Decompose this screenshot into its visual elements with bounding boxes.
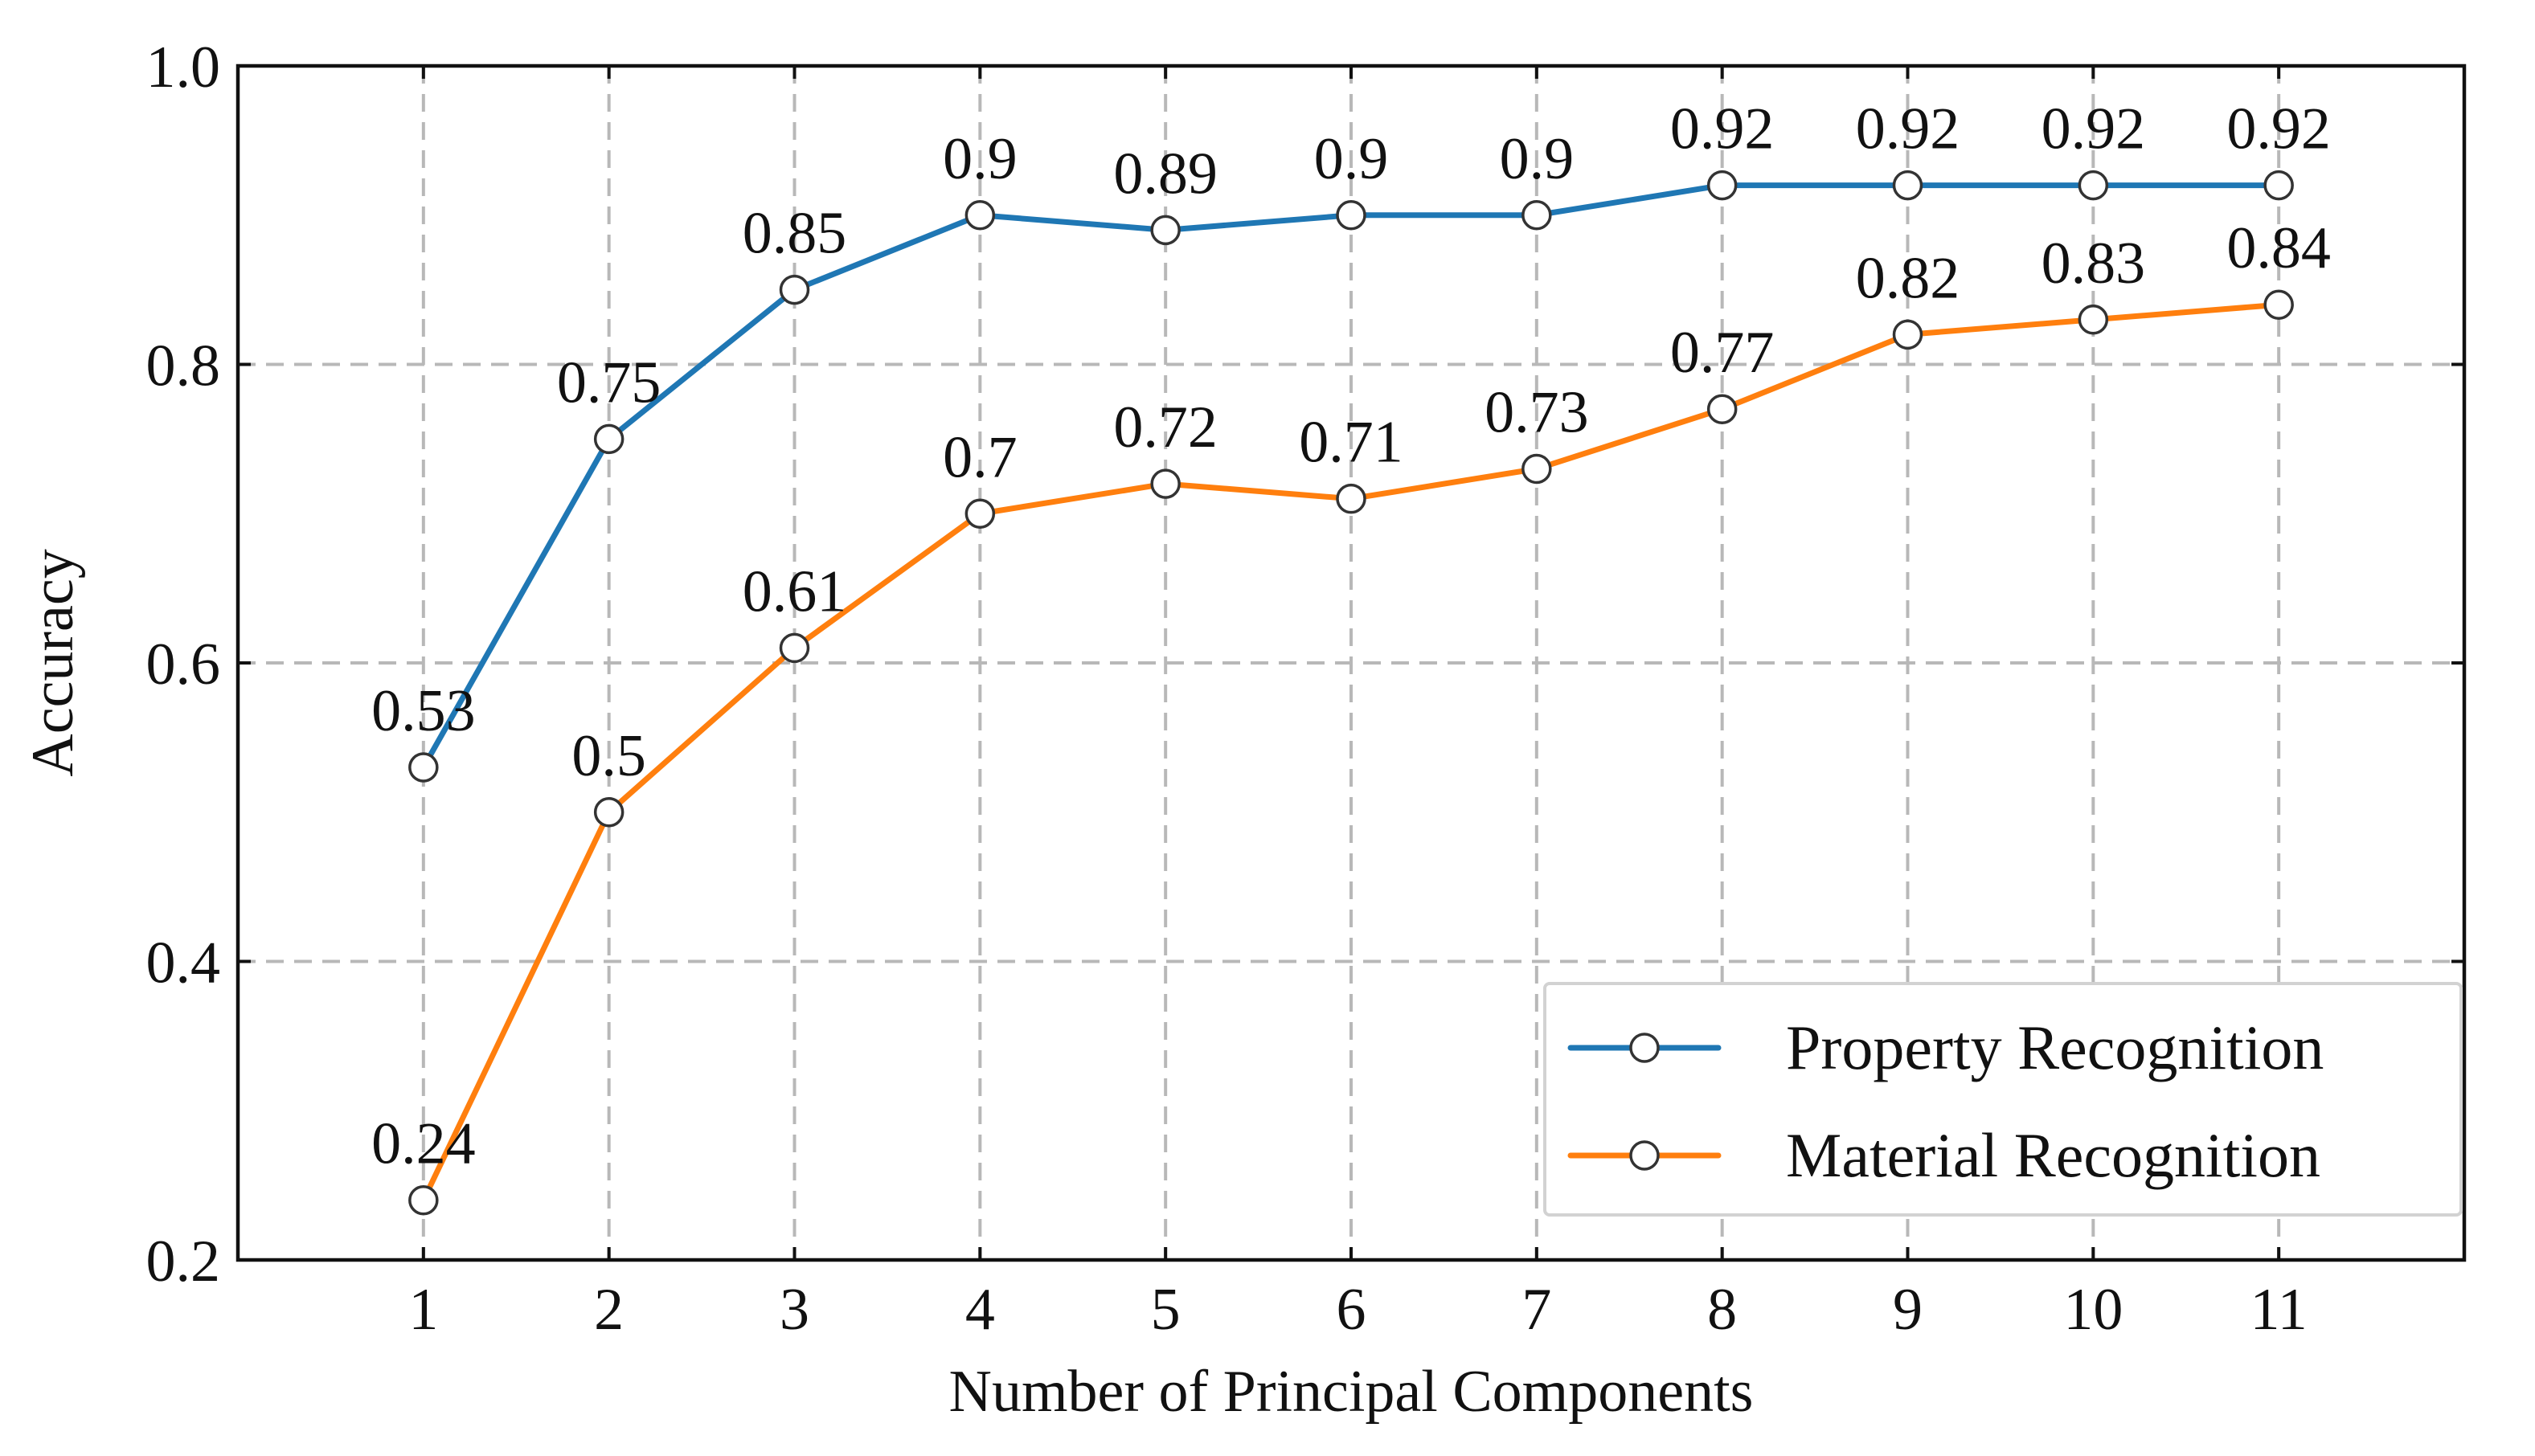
x-tick-label: 10	[2063, 1277, 2123, 1343]
data-label: 0.71	[1299, 410, 1403, 476]
data-label: 0.92	[1670, 96, 1775, 162]
y-tick-label: 0.2	[146, 1229, 221, 1294]
legend-marker	[1629, 1140, 1660, 1171]
x-tick-label: 3	[780, 1277, 809, 1343]
data-point	[964, 200, 996, 231]
data-point	[408, 1184, 439, 1216]
data-point	[1150, 215, 1181, 246]
x-tick-label: 9	[1893, 1277, 1923, 1343]
data-point	[1521, 200, 1552, 231]
data-label: 0.82	[1856, 245, 1960, 311]
data-label: 0.92	[2042, 96, 2146, 162]
data-label: 0.77	[1670, 320, 1775, 386]
legend-box	[1543, 982, 2463, 1217]
data-label: 0.92	[2226, 96, 2331, 162]
y-tick-label: 0.8	[146, 333, 221, 399]
data-label: 0.24	[371, 1111, 476, 1177]
data-label: 0.61	[743, 558, 847, 624]
x-tick-label: 5	[1151, 1277, 1181, 1343]
y-tick-label: 0.6	[146, 632, 221, 697]
data-label: 0.9	[1500, 126, 1575, 192]
grid	[238, 66, 2464, 1260]
data-label: 0.73	[1485, 380, 1589, 446]
axis-ticks: 1 2 3 4 5 6 7 8 9 10 11 0.2 0.4 0.6 0.8 1.0	[146, 35, 2464, 1343]
x-tick-label: 8	[1707, 1277, 1737, 1343]
data-point	[779, 274, 810, 305]
data-labels-layer: 0.53 0.75 0.85 0.9 0.89 0.9 0.9 0.92 0.92 0.92 0.9…	[371, 96, 2331, 1177]
data-label: 0.92	[1856, 96, 1960, 162]
data-label: 0.7	[943, 424, 1018, 490]
data-label: 0.83	[2042, 231, 2146, 297]
x-tick-label: 6	[1337, 1277, 1366, 1343]
x-tick-label: 7	[1521, 1277, 1551, 1343]
x-tick-label: 1	[408, 1277, 438, 1343]
data-point	[1892, 319, 1923, 350]
y-tick-label: 0.4	[146, 930, 221, 996]
data-point	[1336, 200, 1366, 231]
legend-marker	[1629, 1033, 1660, 1063]
data-label: 0.53	[371, 678, 476, 744]
data-label: 0.5	[571, 723, 646, 789]
x-tick-label: 11	[2250, 1277, 2308, 1343]
legend: Property Recognition Material Recognition	[1543, 982, 2463, 1217]
data-point	[1706, 394, 1738, 424]
x-tick-label: 4	[965, 1277, 995, 1343]
data-label: 0.72	[1113, 395, 1218, 460]
data-point	[2263, 170, 2294, 201]
data-label: 0.75	[557, 350, 661, 415]
legend-label: Material Recognition	[1786, 1120, 2320, 1190]
data-point	[593, 423, 625, 455]
y-tick-label: 1.0	[146, 35, 221, 100]
data-label: 0.89	[1113, 141, 1218, 207]
data-label: 0.84	[2226, 215, 2331, 281]
data-point	[1892, 170, 1923, 201]
data-point	[1336, 483, 1366, 514]
data-label: 0.9	[1314, 126, 1389, 192]
data-point	[2263, 289, 2294, 320]
data-point	[1521, 453, 1552, 485]
data-point	[2078, 305, 2109, 335]
data-point	[1150, 468, 1181, 499]
data-point	[779, 632, 810, 664]
x-axis-title: Number of Principal Components	[949, 1359, 1754, 1425]
x-tick-label: 2	[594, 1277, 624, 1343]
data-point	[408, 752, 439, 783]
data-point	[2078, 170, 2109, 201]
legend-label: Property Recognition	[1786, 1012, 2324, 1082]
data-label: 0.9	[943, 126, 1018, 192]
data-label: 0.85	[743, 201, 847, 267]
data-point	[1706, 170, 1738, 201]
data-point	[593, 797, 625, 828]
y-axis-title: Accuracy	[20, 549, 86, 776]
markers-layer	[408, 170, 2294, 1216]
data-point	[964, 498, 996, 529]
